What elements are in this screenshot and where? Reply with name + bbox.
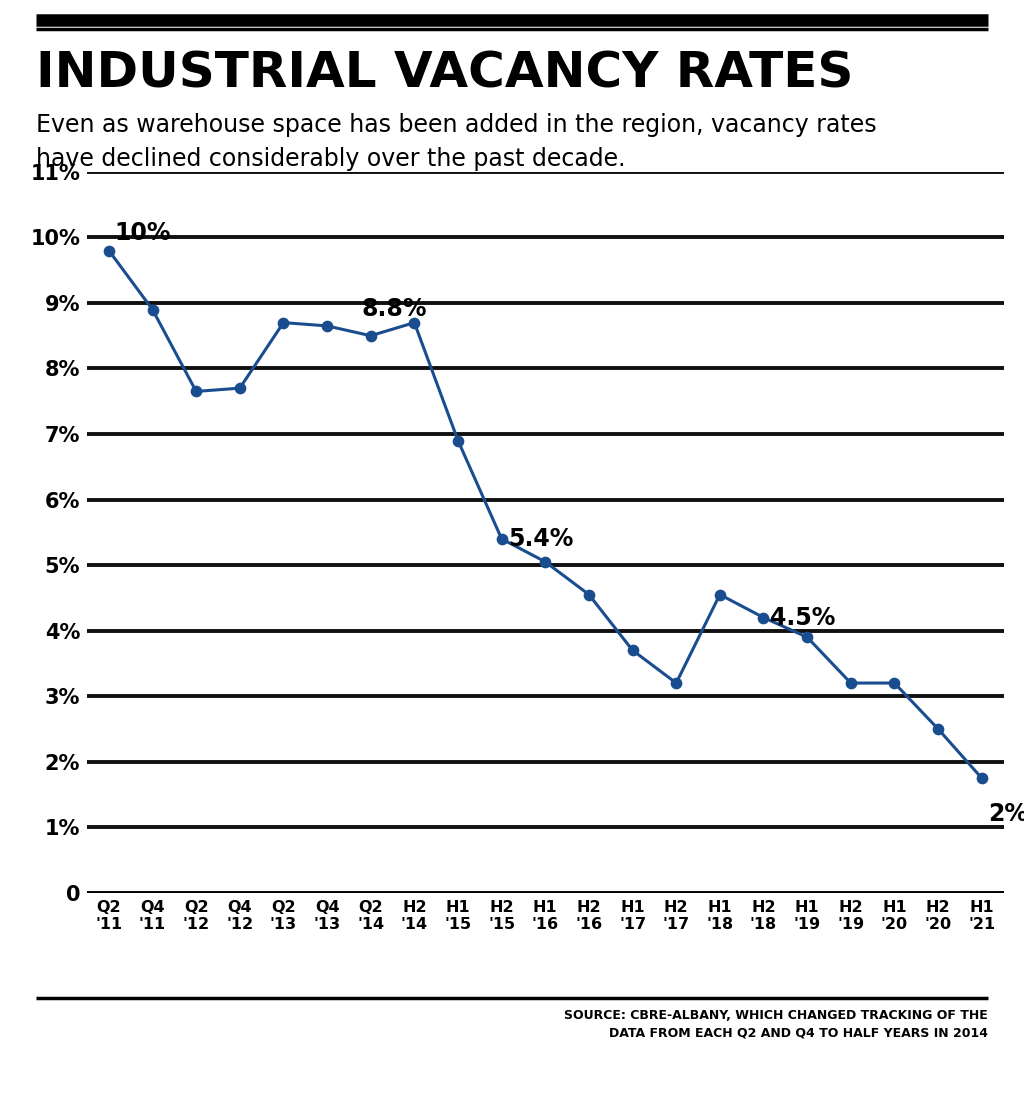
Text: Even as warehouse space has been added in the region, vacancy rates
have decline: Even as warehouse space has been added i… bbox=[36, 113, 877, 171]
Point bbox=[144, 301, 161, 318]
Point bbox=[407, 314, 423, 332]
Point bbox=[930, 720, 946, 737]
Text: 4.5%: 4.5% bbox=[770, 606, 836, 630]
Point bbox=[843, 674, 859, 692]
Point bbox=[100, 242, 117, 260]
Text: 2%: 2% bbox=[988, 802, 1024, 826]
Point bbox=[362, 327, 379, 345]
Point bbox=[756, 609, 772, 627]
Point bbox=[974, 770, 990, 787]
Point bbox=[231, 379, 248, 397]
Point bbox=[799, 629, 815, 647]
Text: INDUSTRIAL VACANCY RATES: INDUSTRIAL VACANCY RATES bbox=[36, 50, 853, 98]
Text: 10%: 10% bbox=[114, 222, 171, 245]
Point bbox=[275, 314, 292, 332]
Text: Image: Albany Business Review: Image: Albany Business Review bbox=[825, 1077, 1013, 1090]
Point bbox=[668, 674, 684, 692]
Text: 8.8%: 8.8% bbox=[362, 296, 427, 321]
Point bbox=[537, 553, 553, 571]
Point bbox=[886, 674, 902, 692]
Text: SOURCE: CBRE-ALBANY, WHICH CHANGED TRACKING OF THE
DATA FROM EACH Q2 AND Q4 TO H: SOURCE: CBRE-ALBANY, WHICH CHANGED TRACK… bbox=[564, 1009, 988, 1039]
Point bbox=[581, 586, 597, 603]
Point bbox=[188, 383, 205, 400]
Point bbox=[318, 317, 335, 335]
Text: 5.4%: 5.4% bbox=[508, 527, 573, 551]
Point bbox=[712, 586, 728, 603]
Point bbox=[450, 431, 466, 449]
Point bbox=[494, 530, 510, 548]
Point bbox=[625, 641, 641, 659]
